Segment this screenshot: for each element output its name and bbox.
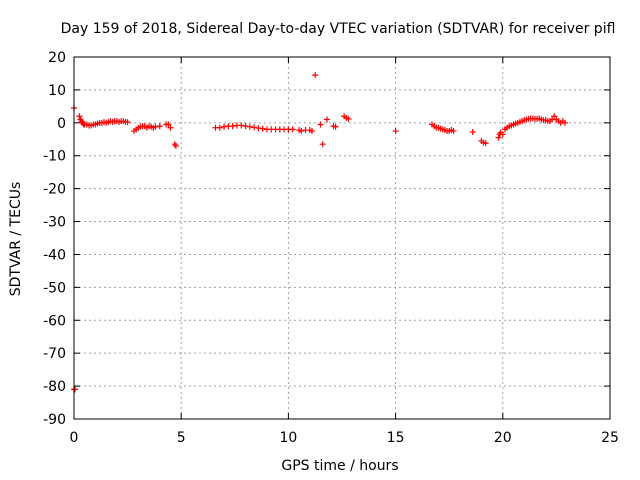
data-point (308, 128, 315, 135)
y-axis: 20 10 0 -10 -20 -30 -40 -50 -60 -70 -80 -90 (43, 50, 610, 428)
data-point (165, 121, 172, 128)
data-point (392, 128, 399, 135)
data-point (76, 113, 83, 120)
x-axis: 0 5 10 15 20 25 (70, 57, 619, 446)
data-point (124, 119, 131, 126)
y-tick-label: -70 (43, 346, 66, 362)
data-point (345, 115, 352, 122)
y-tick-label: -30 (43, 215, 66, 231)
x-tick-label: 15 (387, 430, 405, 446)
y-tick-label: -40 (43, 247, 66, 263)
data-point (312, 72, 319, 79)
x-tick-label: 5 (177, 430, 186, 446)
data-point (242, 123, 249, 130)
x-tick-label: 10 (279, 430, 297, 446)
y-axis-label: SDTVAR / TECUs (8, 182, 24, 297)
data-point (259, 125, 266, 132)
y-tick-label: -80 (43, 379, 66, 395)
data-point (551, 113, 558, 120)
data-point (469, 129, 476, 136)
y-tick-label: -90 (43, 412, 66, 428)
data-point (216, 124, 223, 131)
data-point (172, 142, 179, 149)
grid (74, 57, 610, 419)
data-point (482, 140, 489, 147)
data-point (72, 386, 79, 393)
y-tick-label: 0 (57, 116, 66, 132)
data-point (499, 131, 506, 138)
data-point (495, 134, 502, 141)
data-point (229, 123, 236, 130)
data-point (152, 123, 159, 130)
x-tick-label: 20 (494, 430, 512, 446)
data-point (246, 123, 253, 130)
y-tick-label: -50 (43, 280, 66, 296)
chart-title: Day 159 of 2018, Sidereal Day-to-day VTE… (61, 21, 616, 37)
y-tick-label: 10 (48, 83, 66, 99)
plot-frame (73, 56, 611, 420)
y-tick-label: 20 (48, 50, 66, 66)
data-point (319, 141, 326, 148)
data-point (167, 124, 174, 131)
data-point (255, 125, 262, 132)
x-tick-label: 25 (601, 430, 619, 446)
data-point (298, 128, 305, 135)
x-axis-label: GPS time / hours (281, 458, 398, 474)
x-tick-label: 0 (70, 430, 79, 446)
data-point (251, 124, 258, 131)
data-point (561, 119, 568, 126)
y-tick-label: -60 (43, 313, 66, 329)
data-point (323, 116, 330, 123)
data-points (71, 72, 568, 393)
data-point (450, 128, 457, 135)
data-point (332, 123, 339, 130)
data-point (221, 123, 228, 130)
y-tick-label: -20 (43, 182, 66, 198)
data-point (317, 121, 324, 128)
data-point (238, 122, 245, 129)
data-point (289, 126, 296, 133)
data-point (156, 123, 163, 130)
y-tick-label: -10 (43, 149, 66, 165)
